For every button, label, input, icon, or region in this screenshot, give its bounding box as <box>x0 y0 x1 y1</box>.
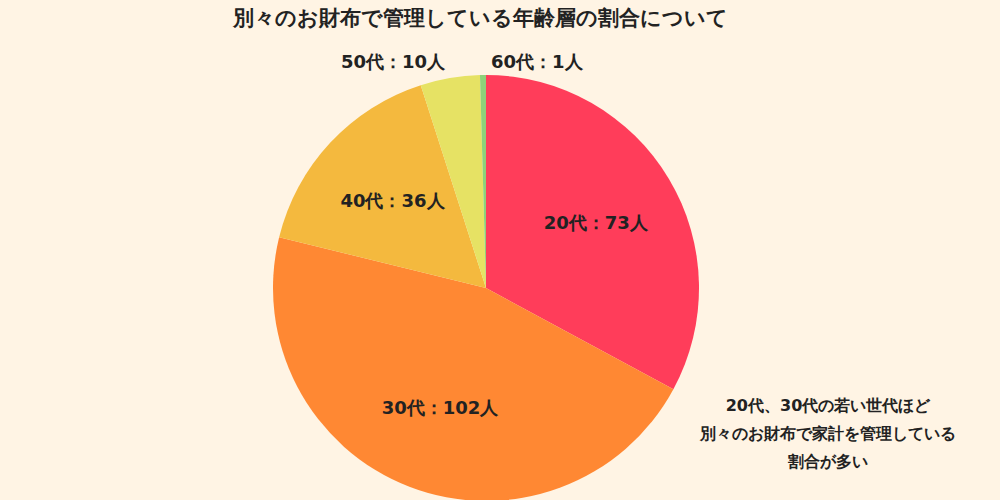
svg-text:20代：73人: 20代：73人 <box>544 212 649 233</box>
html-text:別々のお財布で管理している年齢層の割合について: 別々のお財布で管理している年齢層の割合について <box>232 6 728 30</box>
svg-text:30代：102人: 30代：102人 <box>382 397 500 418</box>
svg-text:50代：10人: 50代：10人 <box>341 51 446 72</box>
svg-text:40代：36人: 40代：36人 <box>340 190 445 211</box>
html-text:割合が多い: 割合が多い <box>788 452 868 471</box>
svg-text:60代：1人: 60代：1人 <box>491 51 584 72</box>
html-text:20代、30代の若い世代ほど: 20代、30代の若い世代ほど <box>725 396 931 415</box>
html-text:別々のお財布で家計を管理している: 別々のお財布で家計を管理している <box>700 424 956 443</box>
